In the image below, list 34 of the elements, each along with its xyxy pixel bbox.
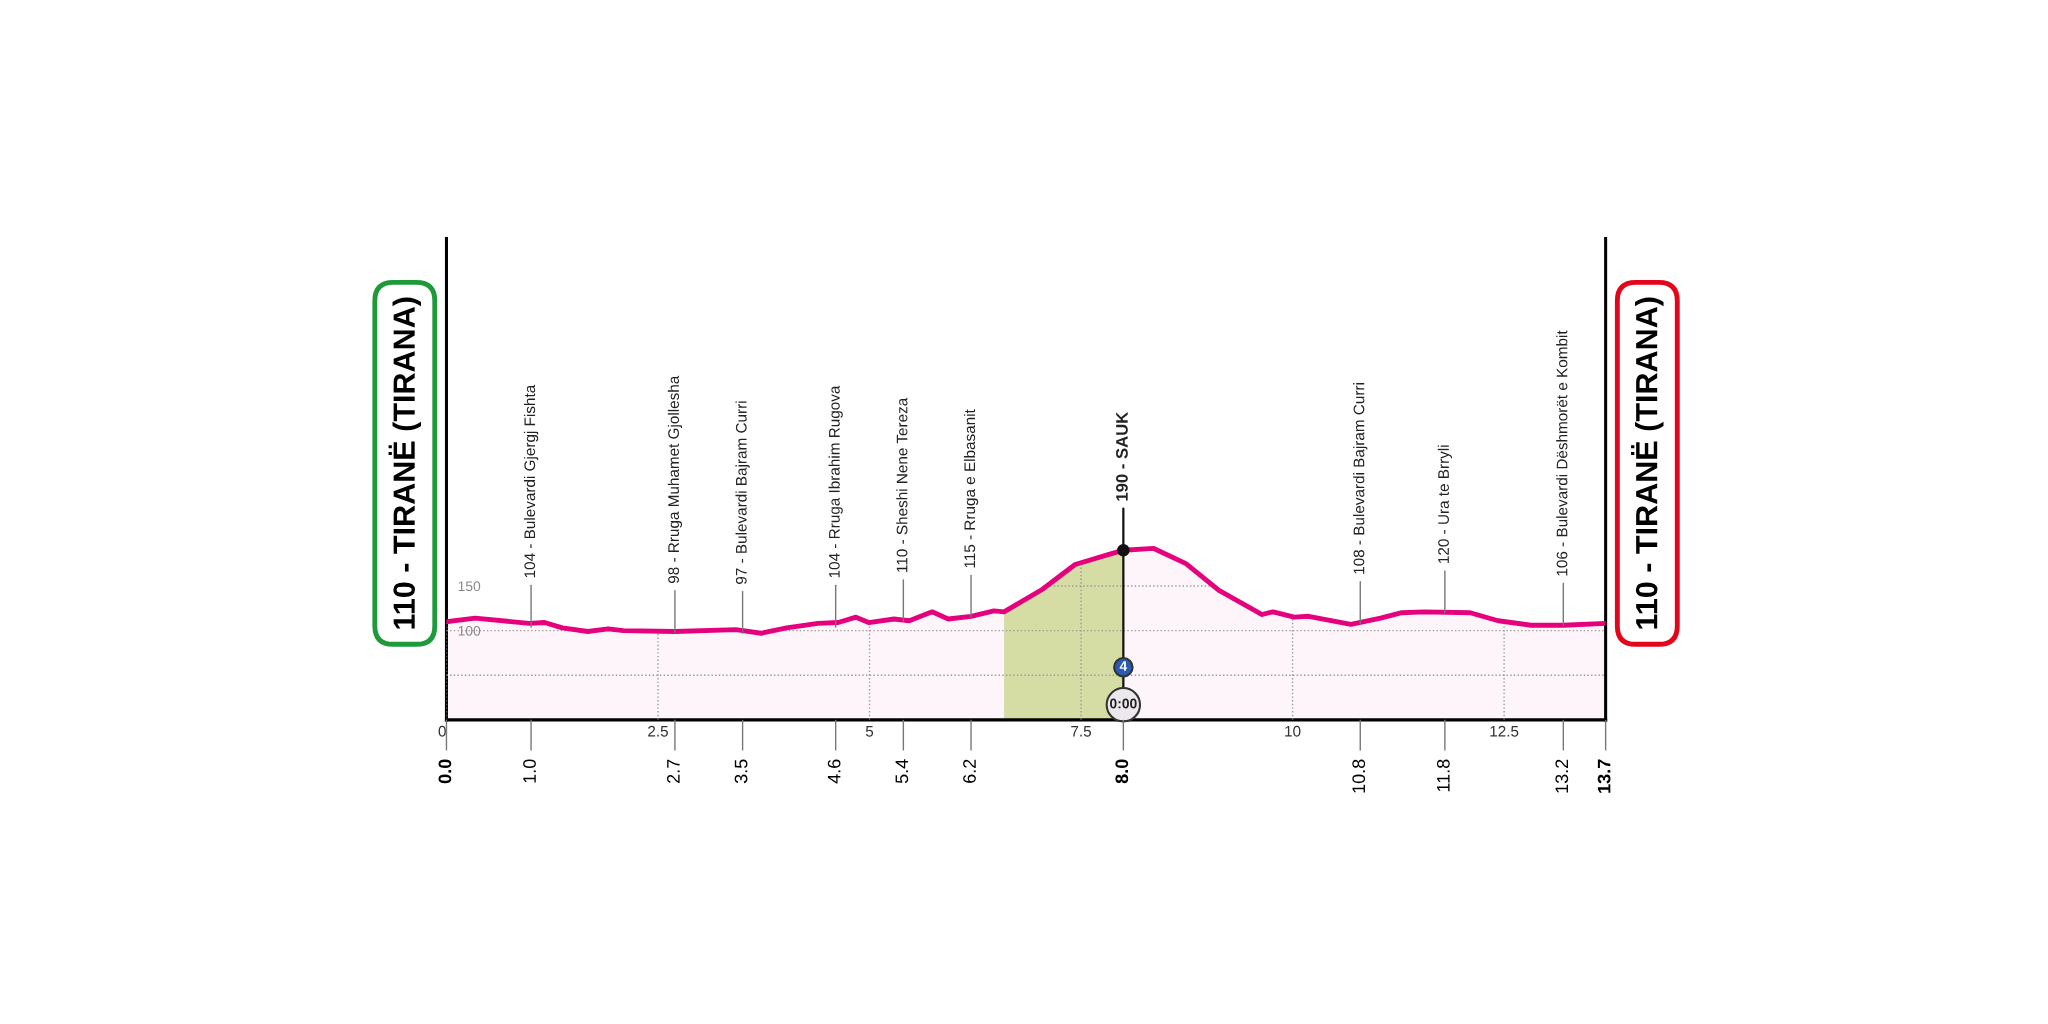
- x2-tick-label: 11.8: [1436, 759, 1450, 792]
- annotation: 115 - Rruga e Elbasanit: [963, 409, 979, 568]
- y-tick-label: 150: [458, 581, 481, 592]
- x-tick-label: 10: [1285, 725, 1301, 737]
- x2-tick-label: 0.0: [438, 759, 452, 784]
- annotation: 0:00: [1110, 698, 1137, 709]
- annotation: 104 - Bulevardi Gjergj Fishta: [523, 384, 539, 578]
- annotation: 104 - Rruga Ibrahim Rugova: [828, 385, 843, 578]
- x-tick-label: 5: [865, 725, 874, 737]
- annotation: 108 - Bulevardi Bajram Curri: [1353, 383, 1368, 574]
- annotation: 98 - Rruga Muhamet Gjollesha: [667, 375, 683, 584]
- x2-tick-label: 1.0: [523, 759, 536, 783]
- x2-tick-label: 4.6: [827, 759, 841, 784]
- x2-tick-label: 3.5: [734, 759, 748, 784]
- annotation: 120 - Ura te Brryli: [1437, 445, 1452, 563]
- annotation: 190 - SAUK: [1116, 411, 1128, 501]
- x2-tick-label: 10.8: [1352, 759, 1366, 793]
- annotation: 110 - TIRANË (TIRANA): [1631, 297, 1664, 629]
- x2-tick-label: 6.2: [963, 759, 976, 783]
- annotation: 4: [1119, 661, 1128, 671]
- x2-tick-label: 13.2: [1555, 759, 1569, 793]
- annotation: 106 - Bulevardi Dëshmorët e Kombit: [1556, 330, 1568, 576]
- x2-tick-label: 13.7: [1597, 759, 1611, 793]
- y-tick-label: 100: [458, 625, 481, 636]
- annotation: 110 - TIRANË (TIRANA): [388, 297, 422, 629]
- annotation: 110 - Sheshi Nene Tereza: [896, 397, 908, 572]
- x-tick-label: 7.5: [1071, 725, 1092, 737]
- x2-tick-label: 8.0: [1115, 759, 1129, 784]
- annotation: 97 - Bulevardi Bajram Curri: [735, 401, 750, 584]
- x-tick-label: 12.5: [1490, 725, 1519, 737]
- x-tick-label: 2.5: [648, 725, 668, 737]
- x-tick-label: 0: [438, 725, 446, 737]
- x2-tick-label: 5.4: [895, 759, 909, 784]
- x2-tick-label: 2.7: [666, 759, 680, 783]
